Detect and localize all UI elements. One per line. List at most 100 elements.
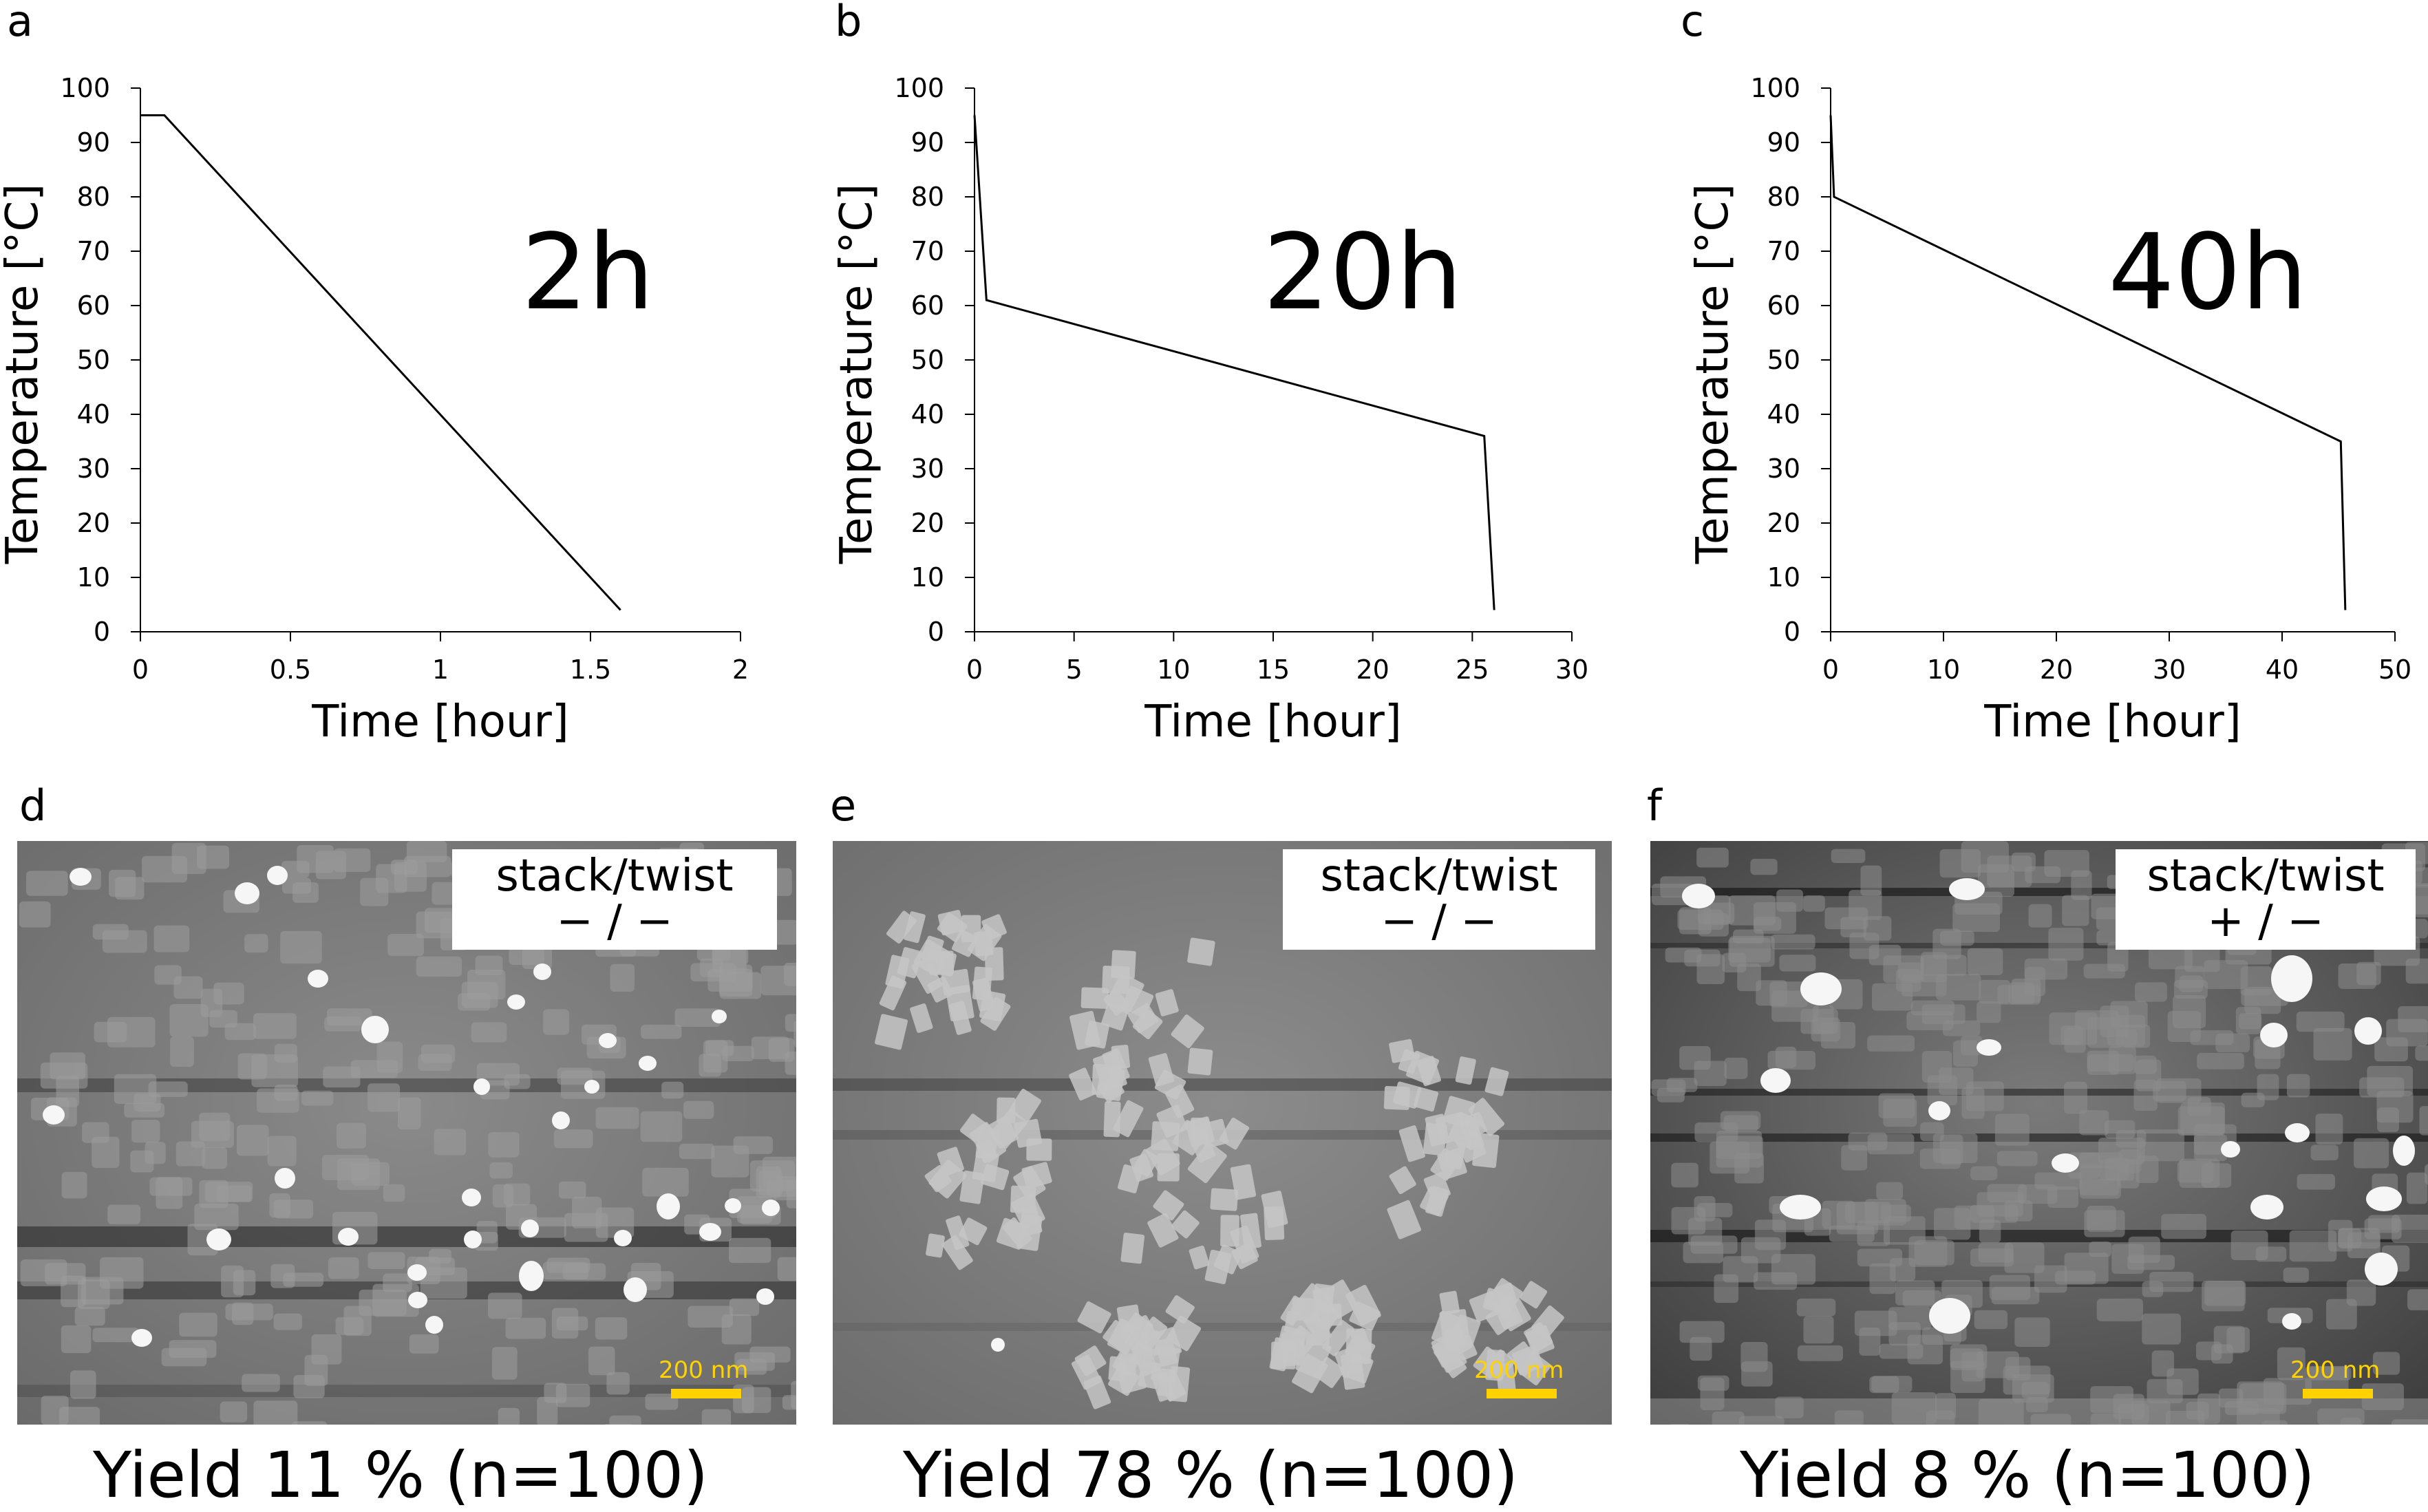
origami-structure (1155, 989, 1179, 1016)
origami-structure (1468, 1098, 1505, 1136)
particle (2271, 955, 2312, 1002)
surface-patch (2134, 982, 2167, 1002)
origami-structure (1398, 1125, 1425, 1162)
origami-structure (913, 939, 950, 977)
surface-patch (749, 1346, 791, 1363)
yield-value: Yield 11 % (93, 1438, 425, 1512)
surface-patch (61, 1171, 87, 1199)
x-tick-label: 0 (966, 654, 983, 685)
scan-line (17, 1226, 796, 1247)
surface-patch (703, 1040, 728, 1073)
origami-structure (1389, 1166, 1416, 1195)
panel-letter-b: b (835, 0, 862, 46)
particle (1800, 972, 1842, 1005)
origami-structure (1485, 1349, 1515, 1380)
surface-patch (328, 1257, 359, 1279)
surface-patch (1977, 1001, 2001, 1023)
particle (519, 1261, 544, 1291)
surface-patch (1970, 1248, 2014, 1267)
origami-structure (984, 947, 1004, 981)
scale-bar-label: 200 nm (1474, 1356, 1564, 1384)
surface-patch (283, 1273, 324, 1287)
y-tick-label: 80 (911, 182, 944, 212)
surface-patch (92, 1136, 120, 1168)
origami-structure (959, 1170, 985, 1204)
y-tick-label: 60 (911, 290, 944, 321)
surface-patch (701, 1409, 732, 1425)
surface-patch (2064, 1027, 2086, 1053)
y-tick-label: 70 (77, 236, 110, 266)
particle (131, 1329, 152, 1347)
particle (624, 1277, 647, 1302)
surface-patch (2367, 1065, 2413, 1096)
surface-patch (2177, 1160, 2214, 1183)
surface-patch (498, 1407, 520, 1425)
surface-patch (301, 1090, 334, 1106)
yield-caption-e: Yield 78 % (n=100) (903, 1444, 1518, 1507)
origami-structure (1387, 1200, 1422, 1239)
surface-patch (2087, 1054, 2134, 1072)
surface-patch (196, 845, 229, 869)
surface-patch (721, 1314, 752, 1345)
surface-patch (733, 1136, 773, 1154)
surface-patch (148, 1081, 188, 1098)
yield-caption-f: Yield 8 % (n=100) (1740, 1444, 2315, 1507)
stack-twist-label: stack/twist (2147, 851, 2385, 902)
surface-patch (489, 1162, 513, 1179)
surface-patch (1738, 1416, 1785, 1425)
surface-patch (2048, 928, 2084, 961)
y-tick-label: 0 (94, 617, 110, 647)
surface-patch (1690, 1337, 1712, 1361)
surface-patch (641, 1024, 682, 1039)
origami-structure (1131, 1341, 1158, 1377)
surface-patch (2137, 1129, 2184, 1162)
origami-structure (1171, 1014, 1204, 1049)
surface-patch (1754, 1220, 1787, 1250)
surface-patch (1919, 1148, 1961, 1169)
surface-patch (169, 1004, 209, 1037)
particle (699, 1223, 721, 1241)
surface-patch (267, 1136, 297, 1167)
surface-patch (2372, 1352, 2400, 1375)
origami-structure (910, 1003, 933, 1033)
origami-structure (1013, 1166, 1046, 1201)
origami-structure (1280, 1295, 1307, 1326)
surface-patch (115, 877, 145, 900)
surface-patch (1974, 1310, 2008, 1330)
surface-patch (92, 1328, 140, 1343)
origami-structure (1210, 1188, 1239, 1211)
surface-patch (640, 1111, 683, 1142)
surface-patch (2240, 966, 2272, 996)
surface-patch (1935, 1393, 1957, 1420)
stack-twist-value: + / − (2207, 896, 2324, 947)
panel-letter-e: e (830, 780, 857, 831)
surface-patch (683, 1100, 714, 1119)
surface-patch (1684, 949, 1721, 967)
surface-patch (2087, 1205, 2116, 1232)
origami-structure (1101, 1001, 1129, 1031)
surface-patch (191, 1120, 234, 1148)
y-tick-label: 30 (1767, 454, 1800, 484)
origami-structure (1493, 1295, 1523, 1330)
surface-patch (2128, 1236, 2160, 1264)
surface-patch (2166, 1368, 2199, 1395)
surface-patch (253, 1013, 297, 1039)
x-tick-label: 0.5 (270, 654, 311, 685)
surface-patch (409, 1334, 439, 1354)
surface-patch (476, 1221, 498, 1244)
surface-patch (604, 1424, 632, 1425)
afm-texture (1650, 841, 2428, 1425)
origami-structure (1444, 1328, 1465, 1352)
stack-twist-box: stack/twist − / − (1283, 849, 1595, 950)
surface-patch (337, 1122, 366, 1149)
origami-structure (1010, 1185, 1036, 1214)
origami-structure (1102, 966, 1130, 994)
origami-structure (1189, 1245, 1210, 1270)
surface-patch (1723, 1115, 1759, 1131)
particle (275, 1168, 295, 1189)
x-tick-label: 10 (1927, 654, 1960, 685)
x-tick-label: 0 (1822, 654, 1839, 685)
particle (2285, 1123, 2310, 1142)
surface-patch (1994, 1114, 2030, 1146)
surface-patch (2079, 1110, 2109, 1136)
